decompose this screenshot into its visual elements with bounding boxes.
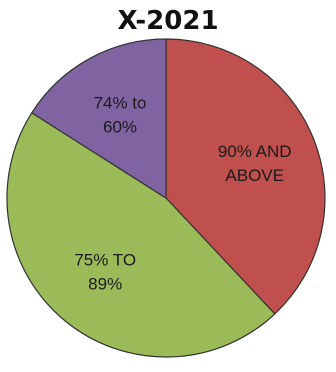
pie-slice-label-2: 74% to 60% — [94, 93, 147, 136]
pie-labels: 90% AND ABOVE 75% TO 89% 74% to 60% — [74, 93, 291, 293]
pie-slice-label-1: 75% TO 89% — [74, 251, 136, 294]
pie-slices — [6, 38, 326, 358]
pie-slice-2 — [30, 38, 167, 200]
pie-slice-1 — [6, 111, 276, 358]
chart-title: X-2021 — [117, 6, 219, 36]
pie-slice-label-0: 90% AND ABOVE — [218, 142, 292, 185]
pie-slice-0 — [165, 38, 326, 315]
